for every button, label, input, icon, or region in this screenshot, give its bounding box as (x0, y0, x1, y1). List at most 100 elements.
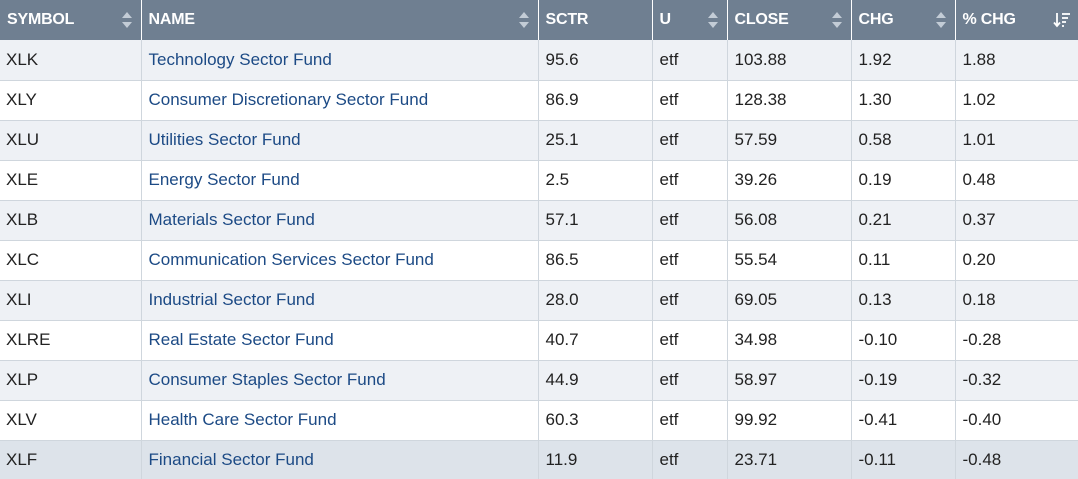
close-cell: 69.05 (727, 280, 852, 321)
symbol-cell: XLU (0, 120, 142, 161)
close-cell: 99.92 (727, 400, 852, 441)
table-row[interactable]: XLY Consumer Discretionary Sector Fund 8… (0, 80, 1078, 121)
name-link[interactable]: Financial Sector Fund (141, 440, 539, 479)
universe-cell: etf (652, 360, 728, 401)
chg-cell: 0.19 (851, 160, 956, 201)
pct-chg-cell: 1.02 (955, 80, 1078, 121)
symbol-cell: XLRE (0, 320, 142, 361)
universe-cell: etf (652, 440, 728, 479)
column-header-close[interactable]: CLOSE (727, 0, 852, 40)
sctr-cell: 60.3 (538, 400, 653, 441)
chg-cell: 0.21 (851, 200, 956, 241)
universe-cell: etf (652, 280, 728, 321)
name-link[interactable]: Technology Sector Fund (141, 40, 539, 81)
table-row[interactable]: XLK Technology Sector Fund 95.6 etf 103.… (0, 40, 1078, 81)
chg-cell: -0.19 (851, 360, 956, 401)
sort-descending-icon (1053, 12, 1071, 28)
pct-chg-cell: 0.18 (955, 280, 1078, 321)
sctr-cell: 2.5 (538, 160, 653, 201)
chg-cell: 0.58 (851, 120, 956, 161)
symbol-cell: XLY (0, 80, 142, 121)
column-header-label: CLOSE (734, 11, 789, 28)
column-header-name[interactable]: NAME (141, 0, 539, 40)
pct-chg-cell: 1.88 (955, 40, 1078, 81)
table-row[interactable]: XLE Energy Sector Fund 2.5 etf 39.26 0.1… (0, 160, 1078, 201)
table-row[interactable]: XLRE Real Estate Sector Fund 40.7 etf 34… (0, 320, 1078, 361)
table-row[interactable]: XLB Materials Sector Fund 57.1 etf 56.08… (0, 200, 1078, 241)
pct-chg-cell: 0.48 (955, 160, 1078, 201)
chg-cell: 0.13 (851, 280, 956, 321)
table-row[interactable]: XLV Health Care Sector Fund 60.3 etf 99.… (0, 400, 1078, 441)
close-cell: 103.88 (727, 40, 852, 81)
symbol-cell: XLV (0, 400, 142, 441)
column-header-pct-chg[interactable]: % CHG (955, 0, 1078, 40)
universe-cell: etf (652, 200, 728, 241)
name-link[interactable]: Communication Services Sector Fund (141, 240, 539, 281)
chg-cell: 1.30 (851, 80, 956, 121)
universe-cell: etf (652, 120, 728, 161)
name-link[interactable]: Utilities Sector Fund (141, 120, 539, 161)
sort-both-icon (518, 12, 529, 28)
symbol-cell: XLI (0, 280, 142, 321)
sctr-cell: 95.6 (538, 40, 653, 81)
sctr-cell: 86.9 (538, 80, 653, 121)
sctr-cell: 44.9 (538, 360, 653, 401)
close-cell: 23.71 (727, 440, 852, 479)
pct-chg-cell: 1.01 (955, 120, 1078, 161)
table-row[interactable]: XLP Consumer Staples Sector Fund 44.9 et… (0, 360, 1078, 401)
table-row[interactable]: XLU Utilities Sector Fund 25.1 etf 57.59… (0, 120, 1078, 161)
column-header-label: % CHG (962, 11, 1016, 28)
symbol-cell: XLC (0, 240, 142, 281)
column-header-u[interactable]: U (652, 0, 728, 40)
column-header-label: SCTR (545, 11, 589, 28)
chg-cell: -0.41 (851, 400, 956, 441)
column-header-label: U (659, 11, 672, 28)
symbol-cell: XLB (0, 200, 142, 241)
sort-both-icon (707, 12, 718, 28)
sort-both-icon (935, 12, 946, 28)
sctr-cell: 86.5 (538, 240, 653, 281)
name-link[interactable]: Energy Sector Fund (141, 160, 539, 201)
pct-chg-cell: -0.40 (955, 400, 1078, 441)
universe-cell: etf (652, 160, 728, 201)
symbol-cell: XLK (0, 40, 142, 81)
symbol-cell: XLP (0, 360, 142, 401)
header-row: SYMBOL NAME SCTR U CLOSE CHG (0, 0, 1078, 40)
close-cell: 128.38 (727, 80, 852, 121)
chg-cell: -0.10 (851, 320, 956, 361)
sctr-cell: 28.0 (538, 280, 653, 321)
name-link[interactable]: Real Estate Sector Fund (141, 320, 539, 361)
symbol-cell: XLE (0, 160, 142, 201)
table-row[interactable]: XLF Financial Sector Fund 11.9 etf 23.71… (0, 440, 1078, 479)
name-link[interactable]: Industrial Sector Fund (141, 280, 539, 321)
name-link[interactable]: Consumer Discretionary Sector Fund (141, 80, 539, 121)
pct-chg-cell: -0.32 (955, 360, 1078, 401)
universe-cell: etf (652, 400, 728, 441)
column-header-label: NAME (148, 11, 196, 28)
sctr-cell: 57.1 (538, 200, 653, 241)
universe-cell: etf (652, 240, 728, 281)
symbol-cell: XLF (0, 440, 142, 479)
universe-cell: etf (652, 80, 728, 121)
universe-cell: etf (652, 40, 728, 81)
column-header-symbol[interactable]: SYMBOL (0, 0, 142, 40)
column-header-sctr[interactable]: SCTR (538, 0, 653, 40)
chg-cell: 1.92 (851, 40, 956, 81)
table-row[interactable]: XLI Industrial Sector Fund 28.0 etf 69.0… (0, 280, 1078, 321)
close-cell: 58.97 (727, 360, 852, 401)
sort-both-icon (121, 12, 132, 28)
pct-chg-cell: -0.28 (955, 320, 1078, 361)
pct-chg-cell: -0.48 (955, 440, 1078, 479)
name-link[interactable]: Health Care Sector Fund (141, 400, 539, 441)
pct-chg-cell: 0.37 (955, 200, 1078, 241)
name-link[interactable]: Materials Sector Fund (141, 200, 539, 241)
column-header-chg[interactable]: CHG (851, 0, 956, 40)
column-header-label: SYMBOL (7, 11, 75, 28)
column-header-label: CHG (858, 11, 894, 28)
chg-cell: -0.11 (851, 440, 956, 479)
table-row[interactable]: XLC Communication Services Sector Fund 8… (0, 240, 1078, 281)
pct-chg-cell: 0.20 (955, 240, 1078, 281)
close-cell: 57.59 (727, 120, 852, 161)
name-link[interactable]: Consumer Staples Sector Fund (141, 360, 539, 401)
